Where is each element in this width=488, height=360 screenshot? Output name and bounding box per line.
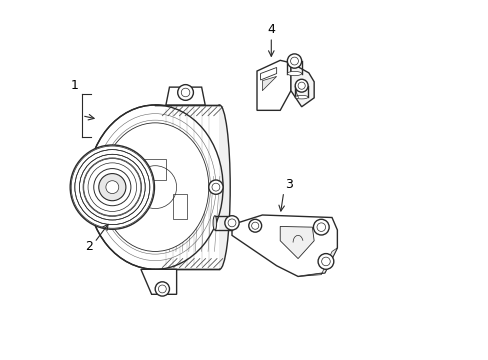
Circle shape: [177, 85, 193, 100]
Text: 4: 4: [267, 23, 275, 36]
Text: 3: 3: [285, 178, 292, 191]
Circle shape: [248, 219, 261, 232]
Polygon shape: [155, 105, 219, 269]
Polygon shape: [298, 248, 337, 276]
Circle shape: [106, 181, 119, 194]
Circle shape: [94, 168, 131, 206]
Text: 1: 1: [71, 79, 79, 92]
Circle shape: [208, 180, 223, 194]
Circle shape: [99, 174, 125, 201]
Circle shape: [317, 253, 333, 269]
Circle shape: [313, 219, 328, 235]
Ellipse shape: [213, 216, 216, 230]
Circle shape: [295, 79, 307, 92]
Ellipse shape: [102, 123, 208, 251]
Text: 2: 2: [85, 240, 93, 253]
Polygon shape: [141, 269, 176, 294]
Polygon shape: [280, 226, 313, 258]
Polygon shape: [290, 63, 313, 107]
Polygon shape: [262, 76, 276, 91]
Ellipse shape: [208, 105, 230, 269]
Polygon shape: [257, 60, 290, 111]
Circle shape: [70, 145, 154, 229]
Polygon shape: [231, 215, 337, 276]
Polygon shape: [165, 87, 205, 105]
Circle shape: [224, 216, 239, 230]
Circle shape: [287, 54, 301, 68]
Ellipse shape: [287, 71, 301, 76]
Circle shape: [155, 282, 169, 296]
Ellipse shape: [295, 95, 307, 99]
Ellipse shape: [87, 105, 223, 269]
